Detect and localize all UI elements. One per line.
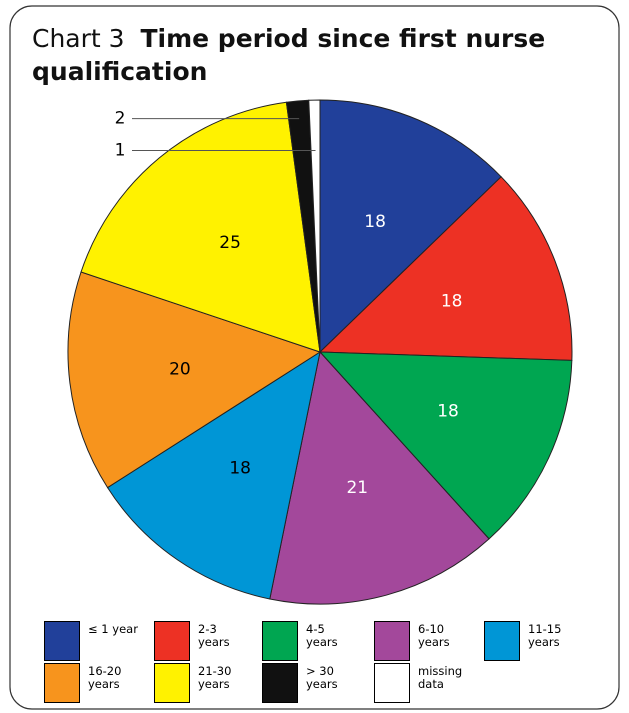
pie-slice [319,99,502,354]
legend-item: 16-20 years [44,663,142,703]
slice-label: 25 [219,233,241,253]
legend-label: missing data [418,664,463,691]
pie-slice [308,99,321,353]
title-text: Time period since first nurse qualificat… [32,24,546,86]
slice-label: 18 [437,401,459,421]
legend-swatch [262,621,298,661]
slice-label: 21 [346,478,368,498]
slice-label: 18 [441,291,463,311]
legend-item: > 30 years [262,663,360,703]
legend-label: 6-10 years [418,622,450,649]
legend-swatch [262,663,298,703]
legend-label: 21-30 years [198,664,232,691]
legend-label: 11-15 years [528,622,562,649]
legend-label: ≤ 1 year [88,622,138,636]
legend-swatch [44,621,80,661]
pie-slice [269,350,490,605]
legend-swatch [374,663,410,703]
legend-swatch [154,621,190,661]
legend-swatch [44,663,80,703]
pie-slice [67,271,322,489]
legend-item: 21-30 years [154,663,252,703]
legend-item: ≤ 1 year [44,621,142,661]
legend-label: 4-5 years [306,622,338,649]
chart-label: Chart 3 [32,24,125,53]
slice-label: 18 [229,458,251,478]
legend-item: 11-15 years [484,621,582,661]
frame [9,5,620,710]
slice-label: 20 [169,359,191,379]
legend-label: 16-20 years [88,664,122,691]
pie-slice [318,351,573,540]
legend-item: missing data [374,663,472,703]
pie-slice [106,350,321,600]
legend-item: 2-3 years [154,621,252,661]
slice-label: 18 [364,212,386,232]
slice-label: 1 [115,140,126,160]
legend-swatch [154,663,190,703]
legend-swatch [374,621,410,661]
pie-slice [318,176,573,361]
legend-item: 6-10 years [374,621,472,661]
chart-title: Chart 3 Time period since first nurse qu… [32,22,552,88]
legend-label: > 30 years [306,664,338,691]
legend-label: 2-3 years [198,622,230,649]
legend-item: 4-5 years [262,621,360,661]
pie-slice [80,101,321,353]
slice-label: 2 [115,109,126,129]
legend-swatch [484,621,520,661]
